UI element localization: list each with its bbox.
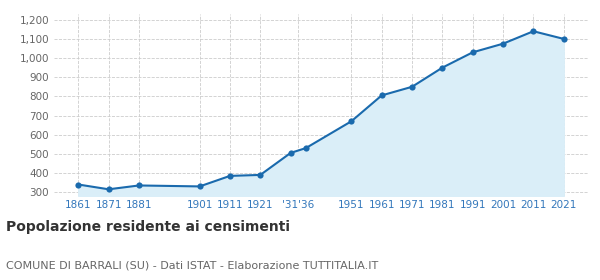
Point xyxy=(529,29,538,34)
Point xyxy=(134,183,144,188)
Point xyxy=(225,174,235,178)
Point xyxy=(468,50,478,55)
Point xyxy=(73,182,83,187)
Text: Popolazione residente ai censimenti: Popolazione residente ai censimenti xyxy=(6,220,290,234)
Point xyxy=(195,184,205,189)
Point xyxy=(347,119,356,123)
Point xyxy=(256,173,265,177)
Text: COMUNE DI BARRALI (SU) - Dati ISTAT - Elaborazione TUTTITALIA.IT: COMUNE DI BARRALI (SU) - Dati ISTAT - El… xyxy=(6,261,378,271)
Point xyxy=(559,37,569,41)
Point xyxy=(407,85,417,89)
Point xyxy=(104,187,113,192)
Point xyxy=(498,41,508,46)
Point xyxy=(286,151,295,155)
Point xyxy=(301,146,311,150)
Point xyxy=(377,93,386,98)
Point xyxy=(437,66,447,70)
